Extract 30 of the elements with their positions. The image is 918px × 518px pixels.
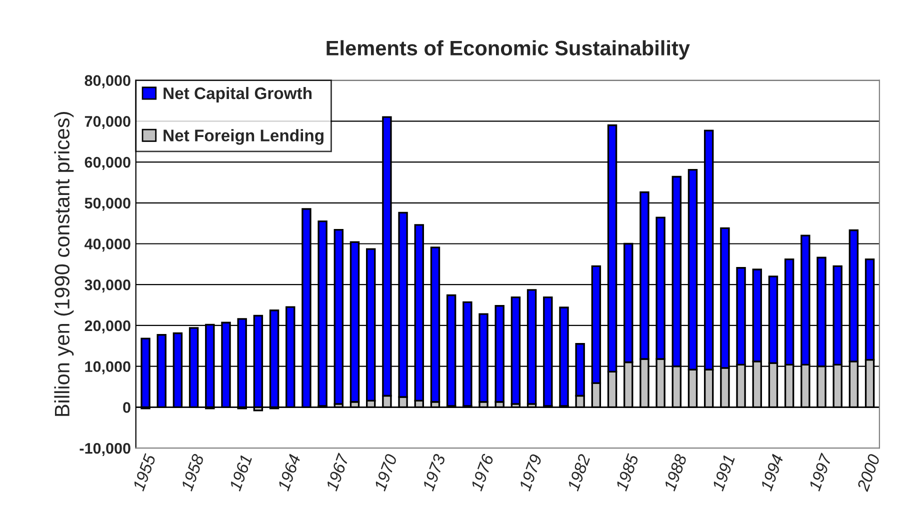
legend-label: Net Capital Growth: [164, 86, 312, 102]
x-tick-label: 1973: [422, 453, 446, 492]
y-tick-label: 30,000: [84, 279, 130, 293]
x-tick-label: 1985: [615, 453, 639, 492]
x-tick-label: 1958: [180, 453, 204, 492]
y-tick-label: 0: [123, 402, 130, 413]
y-tick-label: 10,000: [85, 361, 130, 374]
x-tick-label: 1997: [808, 452, 832, 492]
x-tick-label: 1970: [374, 453, 398, 492]
x-tick-label: 1979: [518, 453, 542, 492]
chart-title: Elements of Economic Sustainability: [326, 40, 690, 60]
x-tick-label: 1955: [132, 453, 156, 492]
x-tick-label: 1991: [712, 454, 735, 492]
x-tick-label: 1982: [567, 453, 591, 492]
x-tick-label: 1994: [760, 454, 784, 492]
y-tick-label: 40,000: [84, 238, 130, 252]
x-tick-label: 1988: [664, 453, 688, 492]
x-tick-label: 2000: [856, 453, 880, 492]
y-tick-label: 50,000: [84, 198, 130, 211]
y-tick-label: 20,000: [84, 320, 130, 334]
x-tick-label: 1967: [326, 452, 350, 492]
x-tick-label: 1964: [277, 454, 301, 492]
y-tick-label: 60,000: [84, 156, 130, 170]
y-tick-label: 70,000: [84, 116, 130, 130]
x-tick-label: 1961: [229, 454, 252, 492]
y-tick-label: 80,000: [84, 75, 130, 88]
legend-label: Net Foreign Lending: [164, 129, 324, 145]
x-tick-label: 1976: [470, 453, 494, 492]
y-tick-label: -10,000: [80, 442, 130, 456]
y-axis-title: Billion yen (1990 constant prices): [54, 112, 74, 416]
